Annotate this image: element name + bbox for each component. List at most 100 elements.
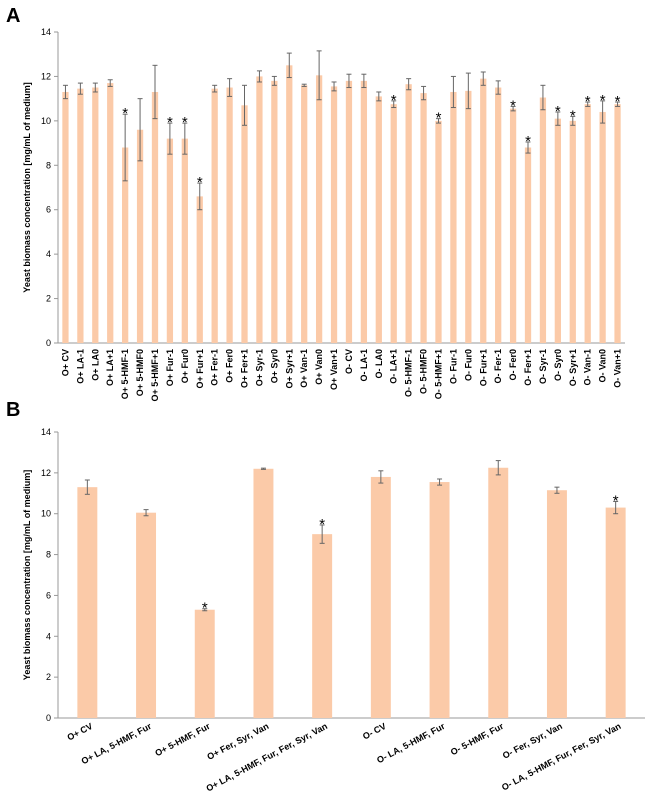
bar	[151, 91, 159, 343]
bar	[241, 105, 248, 343]
x-tick-label: O+ LA0	[90, 349, 100, 381]
bar	[312, 534, 333, 718]
x-tick-label: O+ 5-HMF+1	[150, 349, 160, 402]
bar	[301, 85, 308, 344]
x-tick-label: O+ LA+1	[105, 349, 115, 386]
bar	[524, 147, 532, 343]
bar	[194, 609, 215, 718]
bar	[554, 118, 561, 343]
bar	[614, 104, 621, 343]
bar	[390, 104, 397, 343]
x-tick-label: O+ CV	[60, 349, 70, 376]
bar	[465, 90, 472, 343]
x-tick-label: O- 5-HMF, Fur	[449, 721, 506, 758]
significance-mark: *	[182, 114, 188, 131]
bar	[92, 87, 99, 344]
significance-mark: *	[600, 92, 606, 109]
y-axis-label: Yeast biomass concentration [mg/mL of me…	[22, 470, 32, 680]
x-tick-label: O+ Fer0	[225, 349, 235, 383]
x-tick-label: O- Fer0	[508, 349, 518, 381]
significance-mark: *	[391, 92, 397, 109]
y-tick-label: 6	[46, 590, 51, 600]
y-tick-label: 6	[46, 205, 51, 215]
bar	[599, 111, 606, 343]
x-tick-label: O- LA-1	[359, 349, 369, 382]
significance-mark: *	[613, 492, 619, 509]
x-tick-label: O+ CV	[66, 721, 95, 743]
bar	[546, 490, 567, 718]
y-tick-label: 14	[41, 27, 51, 37]
bar	[488, 467, 509, 718]
significance-mark: *	[510, 97, 516, 114]
y-tick-label: 4	[46, 631, 51, 641]
x-tick-label: O- Syr-1	[538, 349, 548, 384]
bar	[166, 138, 174, 343]
x-tick-label: O- LA0	[374, 349, 384, 379]
x-tick-label: O- Syr+1	[568, 349, 578, 386]
bar	[429, 482, 450, 718]
significance-mark: *	[197, 174, 203, 191]
bar	[345, 80, 353, 343]
x-tick-label: O- Fur+1	[478, 349, 488, 386]
y-tick-label: 8	[46, 160, 51, 170]
y-tick-label: 2	[46, 294, 51, 304]
significance-mark: *	[202, 600, 208, 617]
y-tick-label: 12	[41, 71, 51, 81]
x-tick-label: O+ Van0	[314, 349, 324, 385]
x-tick-label: O+ Syr+1	[284, 349, 294, 389]
bar	[136, 512, 157, 718]
bar	[375, 96, 382, 344]
y-tick-label: 10	[41, 116, 51, 126]
y-axis-label: Yeast biomass concentration [mg/mL of me…	[22, 82, 32, 292]
bar	[315, 75, 323, 343]
x-tick-label: O- 5-HMF0	[419, 349, 429, 394]
x-tick-label: O- CV	[361, 721, 388, 742]
bar	[181, 138, 188, 343]
x-tick-label: O- Van0	[598, 349, 608, 383]
x-tick-label: O- Syr0	[553, 349, 563, 381]
bar	[286, 65, 293, 344]
bar	[539, 97, 547, 344]
y-tick-label: 14	[41, 427, 51, 437]
significance-mark: *	[167, 114, 173, 131]
x-tick-label: O- CV	[344, 349, 354, 374]
x-tick-label: O- Fur-1	[448, 349, 458, 384]
x-tick-label: O- 5-HMF-1	[404, 349, 414, 397]
x-tick-label: O- Van-1	[583, 349, 593, 386]
x-tick-label: O+ 5-HMF0	[135, 349, 145, 396]
x-tick-label: O- Fer-1	[493, 349, 503, 384]
x-tick-label: O+ Van-1	[299, 349, 309, 388]
x-tick-label: O+ 5-HMF, Fur	[153, 721, 212, 759]
bar	[253, 468, 274, 718]
y-tick-label: 0	[46, 713, 51, 723]
bar	[107, 83, 114, 343]
bar	[605, 507, 626, 718]
x-tick-label: O- Fer+1	[523, 349, 533, 386]
bar	[196, 196, 203, 343]
bar	[122, 147, 129, 343]
bar	[509, 108, 517, 343]
bar	[77, 487, 98, 718]
y-tick-label: 10	[41, 509, 51, 519]
bar	[360, 80, 368, 343]
y-tick-label: 2	[46, 672, 51, 682]
bar	[569, 120, 576, 343]
significance-mark: *	[570, 107, 576, 124]
bar	[256, 76, 263, 343]
significance-mark: *	[585, 93, 591, 110]
bar	[480, 78, 487, 344]
x-tick-label: O- 5-HMF+1	[433, 349, 443, 399]
x-tick-label: O- LA, 5-HMF, Fur, Fer, Syr, Van	[500, 721, 623, 793]
x-tick-label: O+ Syr0	[269, 349, 279, 383]
y-tick-label: 8	[46, 550, 51, 560]
significance-mark: *	[555, 103, 561, 120]
bar	[226, 87, 233, 344]
significance-mark: *	[525, 133, 531, 150]
x-tick-label: O+ Fer-1	[210, 349, 220, 386]
y-tick-label: 0	[46, 338, 51, 348]
x-tick-label: O- Fur0	[463, 349, 473, 381]
y-tick-label: 4	[46, 249, 51, 259]
x-tick-label: O+ LA, 5-HMF, Fur, Fer, Syr, Van	[204, 721, 329, 794]
bar	[211, 88, 218, 344]
